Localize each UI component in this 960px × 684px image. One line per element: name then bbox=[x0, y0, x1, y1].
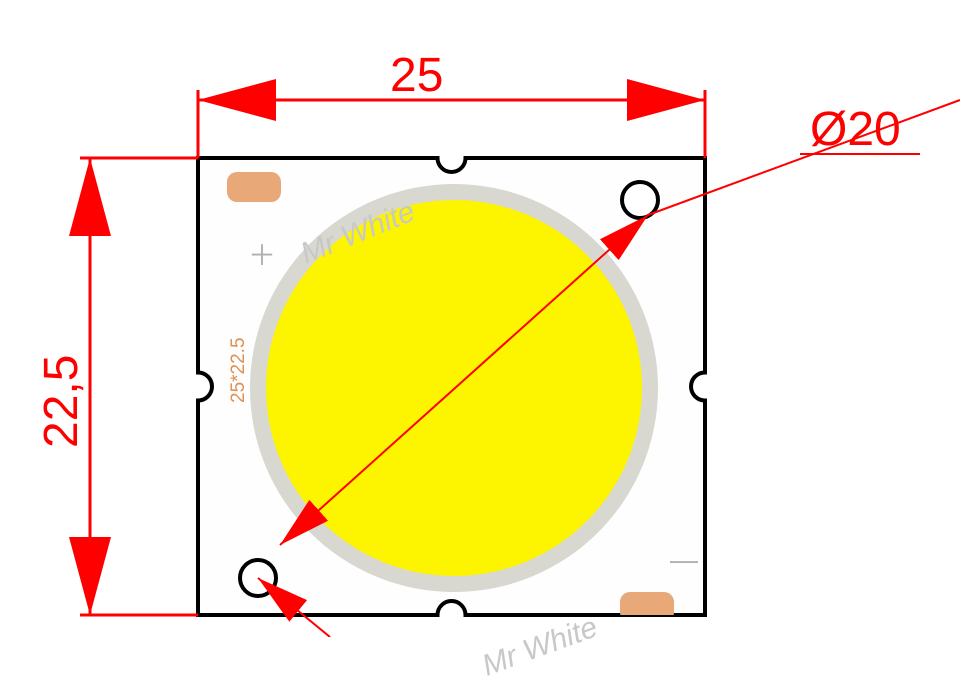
dim-width-value: 25 bbox=[390, 48, 443, 103]
dim-height bbox=[80, 158, 198, 615]
dim-height-value: 22,5 bbox=[34, 355, 89, 448]
pad-negative bbox=[620, 592, 674, 622]
minus-symbol: — bbox=[670, 544, 698, 576]
plus-symbol: ＋ bbox=[248, 234, 276, 274]
dim-width bbox=[198, 90, 705, 158]
pad-positive bbox=[227, 172, 281, 202]
chip-marking: 25*22.5 bbox=[228, 337, 250, 403]
diagram-svg bbox=[0, 0, 960, 637]
dim-diameter-value: Ø20 bbox=[810, 102, 901, 157]
